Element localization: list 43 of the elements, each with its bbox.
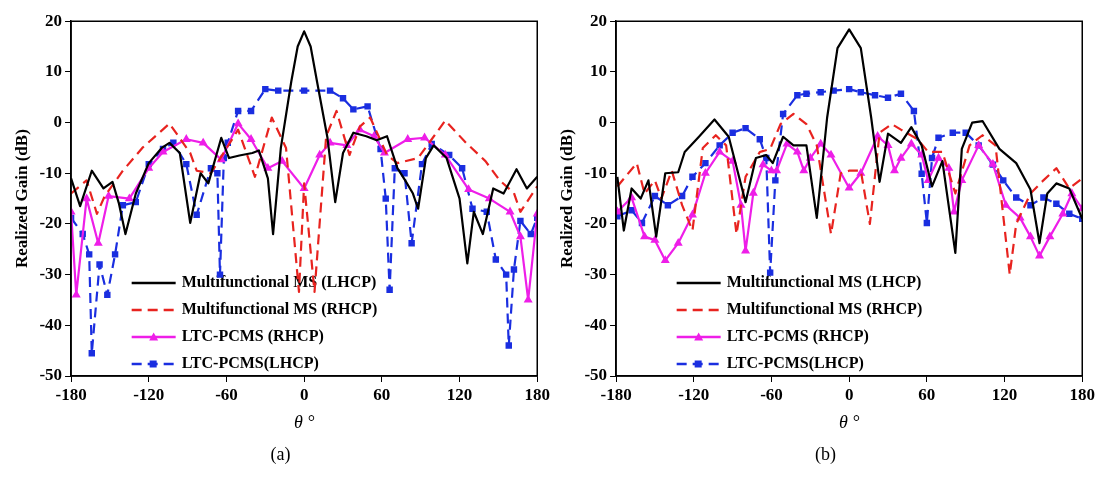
legend-label: LTC-PCMS (RHCP): [726, 327, 869, 346]
legend-label: Multifunctional MS (RHCP): [726, 300, 923, 319]
y-tick-label: -40: [39, 314, 63, 334]
y-tick-label: 20: [590, 10, 608, 30]
y-tick-label: -50: [39, 365, 63, 385]
y-tick-label: -10: [584, 162, 608, 182]
x-tick-label: -120: [133, 384, 165, 404]
y-tick-label: -40: [584, 314, 608, 334]
legend-label: LTC-PCMS (RHCP): [181, 327, 324, 346]
y-tick-label: -20: [584, 213, 608, 233]
x-axis-title: θ °: [838, 411, 860, 432]
x-tick-label: 0: [844, 384, 854, 404]
legend-label: LTC-PCMS(LHCP): [726, 354, 864, 373]
x-tick-label: -60: [760, 384, 783, 404]
x-tick-label: 60: [373, 384, 391, 404]
y-tick-label: 20: [45, 10, 63, 30]
y-tick-label: -50: [584, 365, 608, 385]
y-tick-label: 10: [590, 61, 608, 81]
x-tick-label: 60: [918, 384, 936, 404]
x-tick-label: 120: [446, 384, 473, 404]
x-tick-label: 120: [991, 384, 1018, 404]
y-tick-label: 0: [53, 111, 63, 131]
text: (b): [814, 444, 837, 465]
y-axis-title: Realized Gain (dB): [11, 129, 31, 269]
x-tick-label: -60: [215, 384, 238, 404]
x-tick-label: -180: [55, 384, 87, 404]
x-tick-label: -180: [600, 384, 632, 404]
legend-label: LTC-PCMS(LHCP): [181, 354, 319, 373]
legend-label: Multifunctional MS (LHCP): [726, 273, 922, 292]
y-tick-label: -30: [39, 264, 63, 284]
y-tick-label: -30: [584, 264, 608, 284]
text: (a): [269, 444, 292, 465]
y-axis-title: Realized Gain (dB): [556, 129, 576, 269]
y-tick-label: -10: [39, 162, 63, 182]
x-axis-title: θ °: [293, 411, 315, 432]
y-tick-label: 10: [45, 61, 63, 81]
x-tick-label: 0: [299, 384, 309, 404]
legend-label: Multifunctional MS (RHCP): [181, 300, 378, 319]
x-tick-label: 180: [524, 384, 550, 404]
x-tick-label: 180: [1069, 384, 1095, 404]
y-tick-label: 0: [598, 111, 608, 131]
y-tick-label: -20: [39, 213, 63, 233]
x-tick-label: -120: [678, 384, 710, 404]
